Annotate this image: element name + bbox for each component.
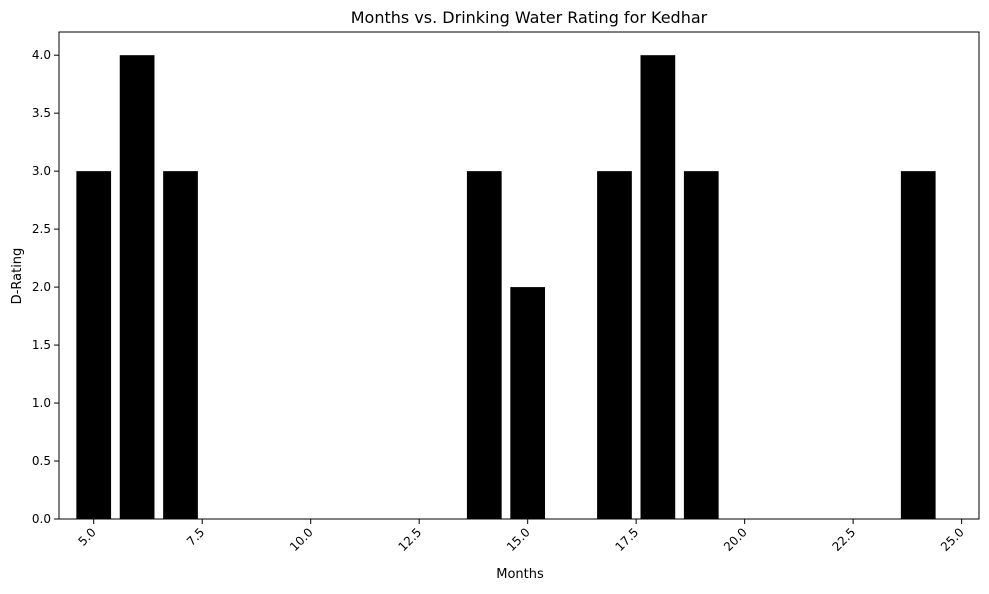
x-tick-label: 17.5 [612,525,641,554]
x-tick-label: 7.5 [184,525,207,548]
x-axis-label: Months [496,567,544,582]
y-tick-label: 1.0 [32,396,51,410]
y-tick-label: 3.0 [32,164,51,178]
x-axis: 5.0 7.5 10.0 12.5 15.0 17.5 20.0 22.5 25.0 [75,519,967,554]
bar-5 [76,171,112,519]
bar-14 [466,171,502,519]
bar-19 [683,171,719,519]
y-tick-label: 3.5 [32,106,51,120]
y-tick-label: 1.5 [32,338,51,352]
y-axis-label: D-Rating [10,248,25,305]
bar-17 [597,171,632,519]
y-tick-label: 0.5 [32,454,51,468]
plot-frame [58,31,980,520]
y-tick-label: 4.0 [32,48,51,62]
y-tick-label: 2.0 [32,280,51,294]
bar-7 [163,171,198,519]
bar-6 [119,55,155,519]
x-tick-label: 10.0 [287,525,316,554]
chart-title: Months vs. Drinking Water Rating for Ked… [351,8,708,27]
x-tick-label: 25.0 [938,525,967,554]
x-tick-label: 22.5 [829,525,858,554]
y-tick-label: 2.5 [32,222,51,236]
x-tick-label: 20.0 [721,525,750,554]
bar-15 [510,287,546,519]
y-tick-label: 0.0 [32,512,51,526]
bar-18 [640,55,676,519]
y-axis: 0.0 0.5 1.0 1.5 2.0 2.5 3.0 3.5 4.0 [32,48,59,526]
bars-group [76,55,936,519]
bar-24 [900,171,936,519]
x-tick-label: 5.0 [75,525,98,548]
x-tick-label: 12.5 [396,525,425,554]
x-tick-label: 15.0 [504,525,533,554]
